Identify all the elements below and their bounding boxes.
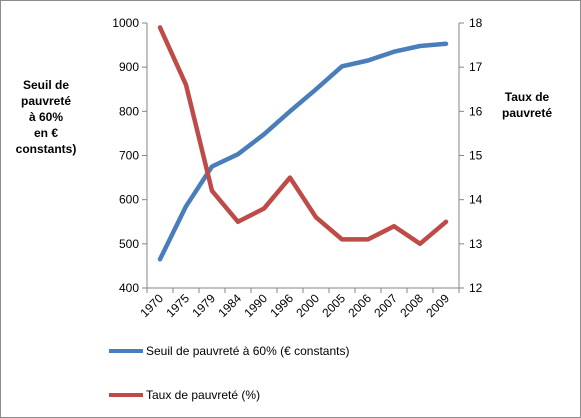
left-tick-label: 500 bbox=[119, 237, 139, 251]
x-tick-label: 1996 bbox=[267, 291, 296, 320]
legend-label-rate: Taux de pauvreté (%) bbox=[146, 388, 261, 402]
left-axis-title-line: pauvreté bbox=[20, 94, 72, 108]
x-tick-label: 2007 bbox=[371, 291, 400, 320]
x-tick-label: 2005 bbox=[319, 291, 348, 320]
left-tick-label: 800 bbox=[119, 104, 139, 118]
x-tick-label: 1984 bbox=[215, 291, 244, 320]
left-tick-label: 400 bbox=[119, 281, 139, 295]
legend-swatch-rate bbox=[109, 393, 143, 397]
left-axis-title: Seuil de pauvreté à 60% en € constants) bbox=[3, 77, 89, 157]
x-tick-label: 2000 bbox=[293, 291, 322, 320]
right-tick-label: 15 bbox=[469, 149, 483, 163]
right-axis-title-line: Taux de bbox=[504, 90, 550, 104]
left-tick-label: 1000 bbox=[112, 16, 139, 30]
right-axis-title-line: pauvreté bbox=[501, 106, 553, 120]
legend-swatch-threshold bbox=[109, 349, 143, 353]
x-tick-label: 2008 bbox=[397, 291, 426, 320]
right-tick-label: 16 bbox=[469, 104, 483, 118]
x-tick-label: 1975 bbox=[163, 291, 192, 320]
right-tick-label: 18 bbox=[469, 16, 483, 30]
left-tick-label: 700 bbox=[119, 149, 139, 163]
x-tick-label: 2006 bbox=[345, 291, 374, 320]
left-axis-title-line: en € constants) bbox=[15, 126, 77, 156]
x-tick-label: 1970 bbox=[137, 291, 166, 320]
left-tick-label: 600 bbox=[119, 193, 139, 207]
left-tick-label: 900 bbox=[119, 60, 139, 74]
left-axis-title-line: Seuil de bbox=[22, 78, 69, 92]
right-axis-title: Taux de pauvreté bbox=[487, 89, 567, 121]
series-line-1 bbox=[157, 25, 449, 247]
right-tick-label: 17 bbox=[469, 60, 483, 74]
legend-item-threshold: Seuil de pauvreté à 60% (€ constants) bbox=[109, 343, 349, 359]
right-tick-label: 14 bbox=[469, 193, 483, 207]
x-tick-label: 2009 bbox=[423, 291, 452, 320]
x-tick-label: 1979 bbox=[189, 291, 218, 320]
x-tick-label: 1990 bbox=[241, 291, 270, 320]
right-tick-label: 12 bbox=[469, 281, 483, 295]
legend-label-threshold: Seuil de pauvreté à 60% (€ constants) bbox=[146, 344, 350, 358]
right-tick-label: 13 bbox=[469, 237, 483, 251]
left-axis-title-line: à 60% bbox=[28, 110, 64, 124]
legend-item-rate: Taux de pauvreté (%) bbox=[109, 387, 260, 403]
